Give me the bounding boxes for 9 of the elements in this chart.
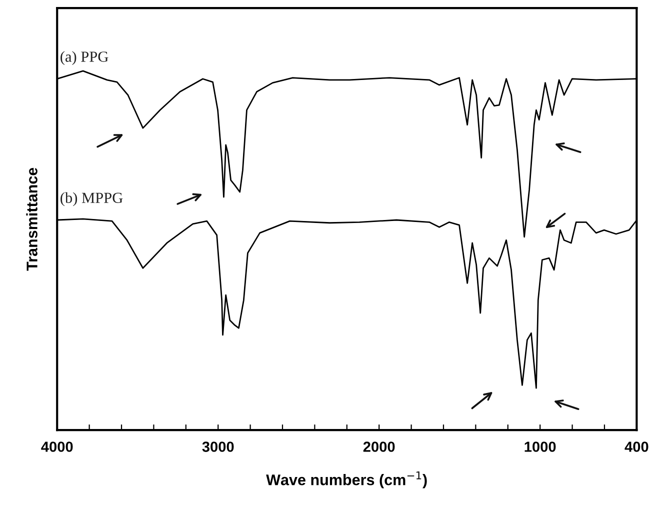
x-tick-label: 1000 bbox=[524, 442, 556, 452]
x-tick-label: 4000 bbox=[41, 442, 73, 452]
y-axis-title: Transmittance bbox=[26, 168, 38, 271]
x-tick-label: 3000 bbox=[202, 442, 234, 452]
x-axis-title: Wave numbers (cm$^{−1}$) bbox=[266, 471, 427, 488]
x-tick-label: 2000 bbox=[363, 442, 395, 452]
series-label: (a) PPG bbox=[60, 51, 108, 65]
x-tick-label: 400 bbox=[624, 442, 648, 452]
series-label: (b) MPPG bbox=[60, 192, 123, 206]
